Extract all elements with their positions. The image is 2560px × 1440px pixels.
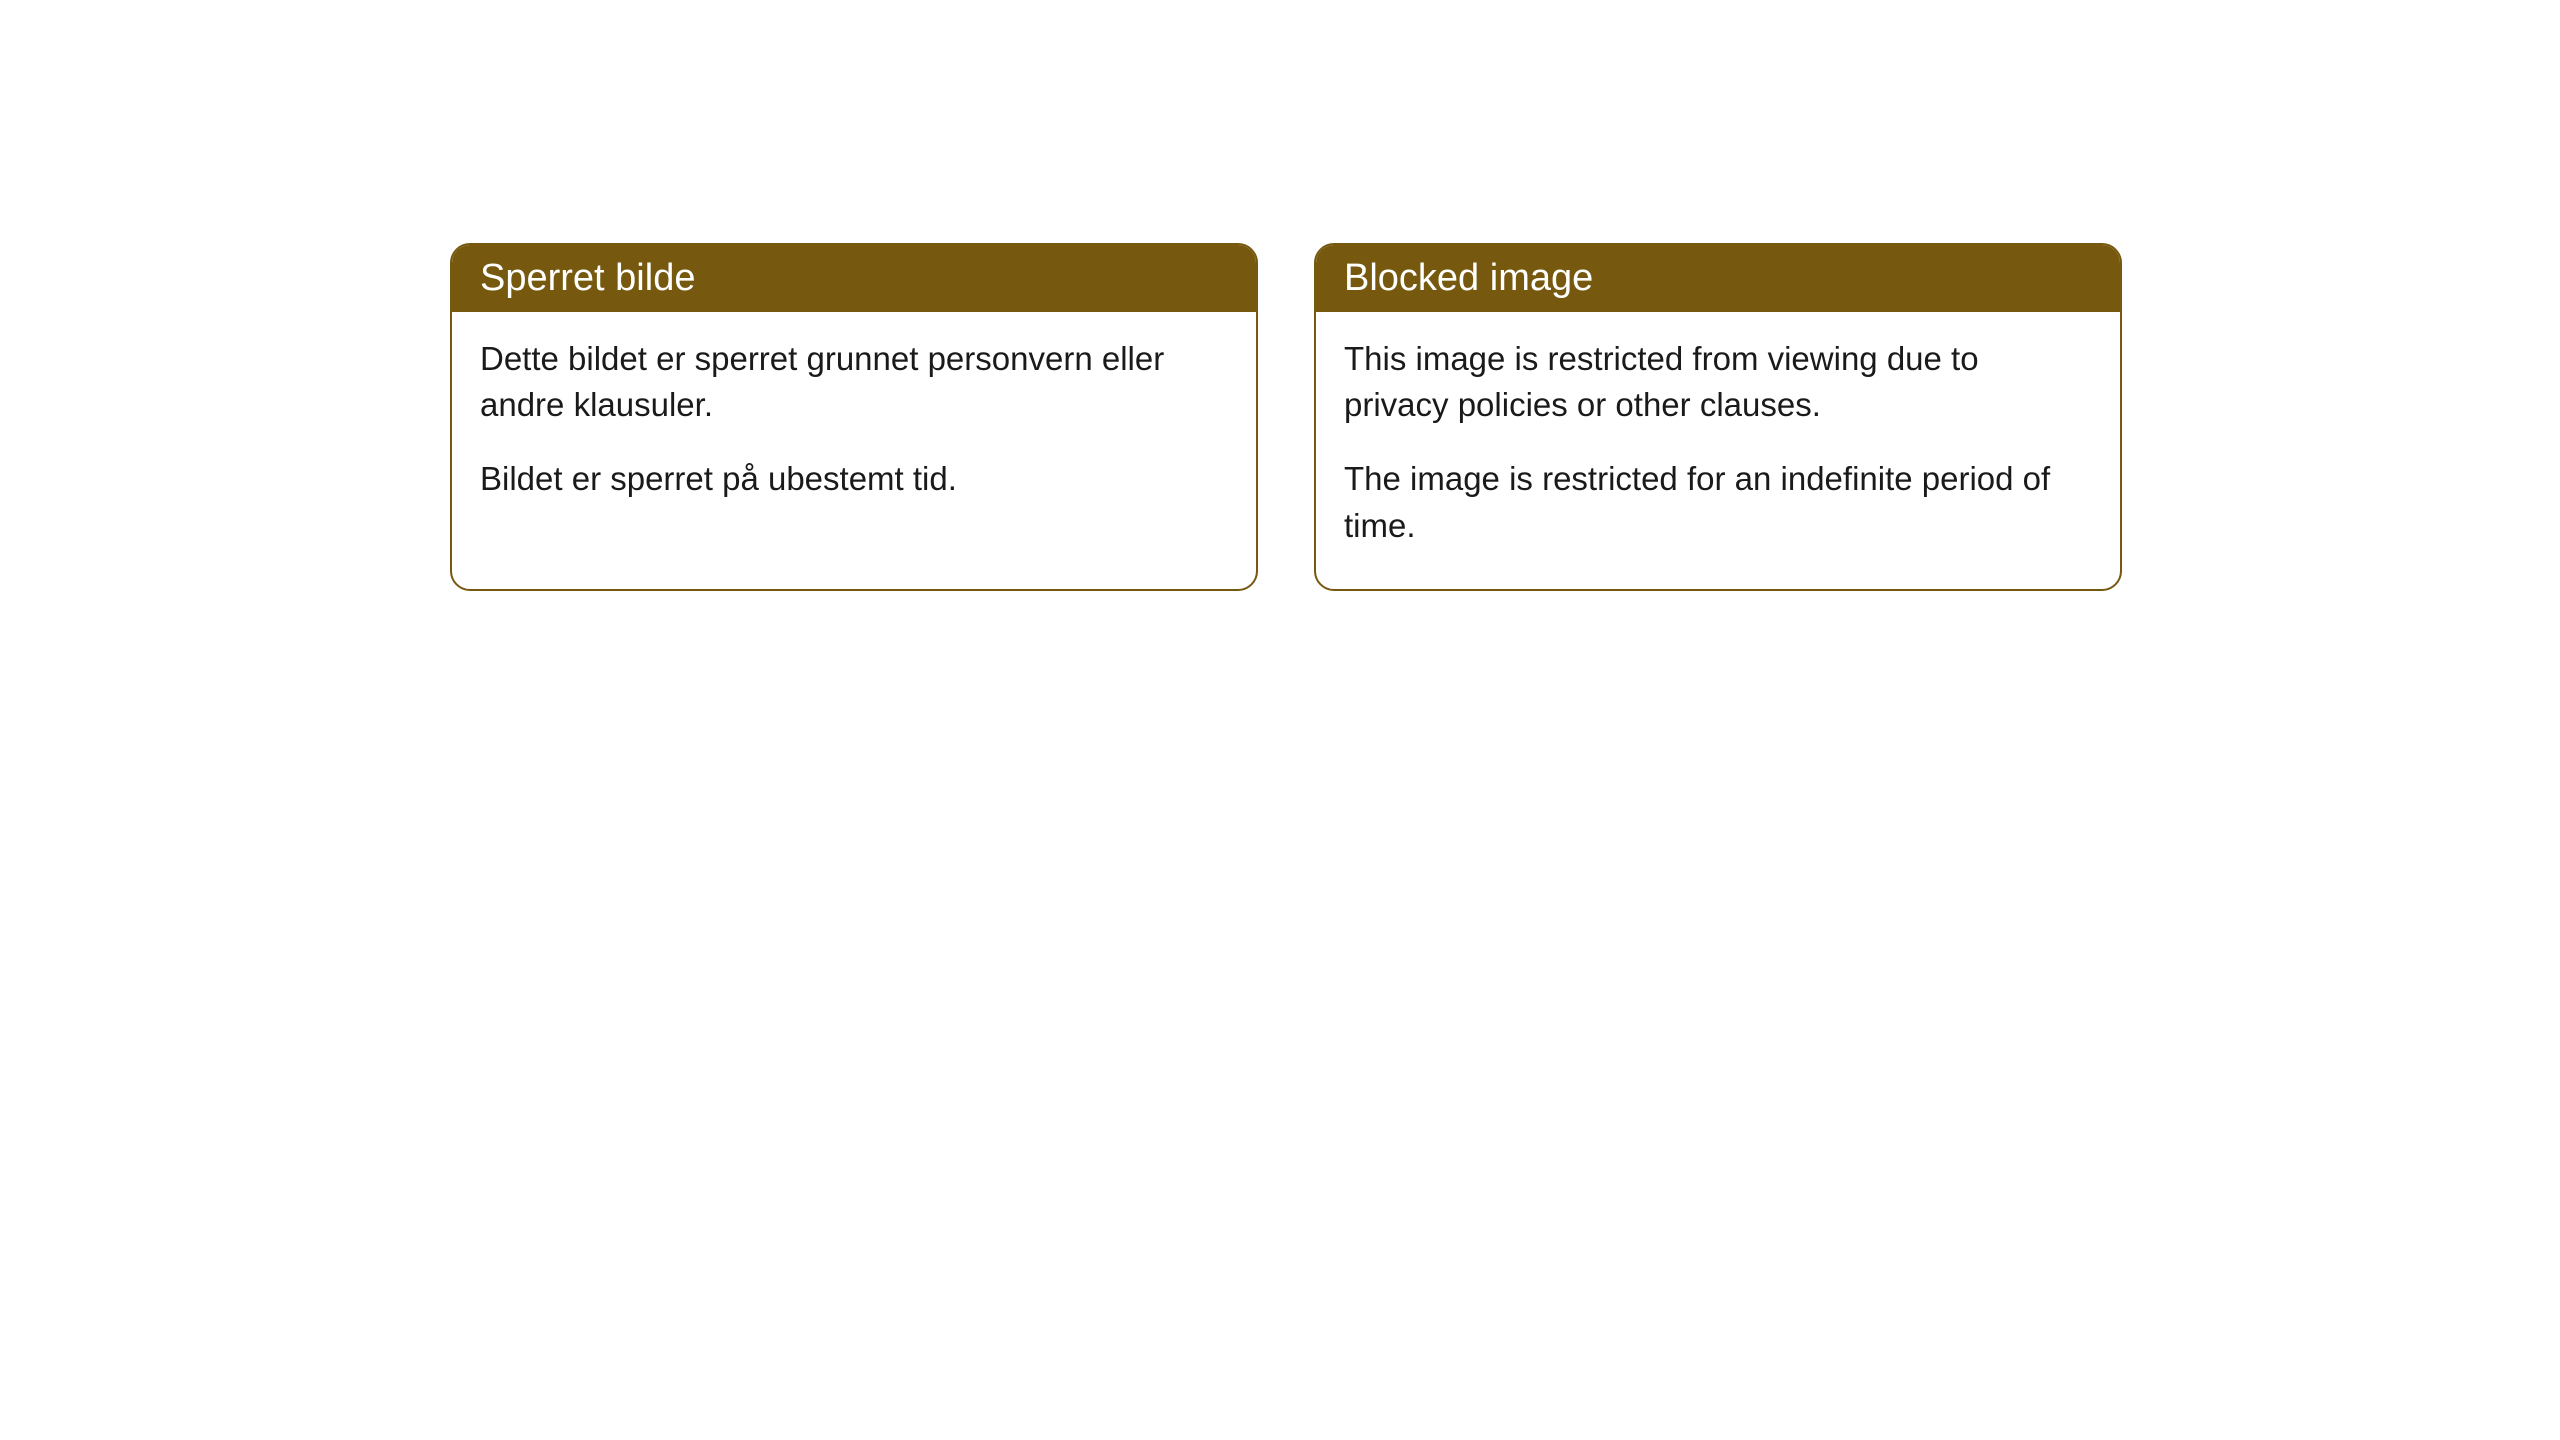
card-header: Sperret bilde — [452, 245, 1256, 312]
card-title: Sperret bilde — [480, 257, 695, 299]
card-paragraph-2: Bildet er sperret på ubestemt tid. — [480, 456, 1228, 502]
card-paragraph-2: The image is restricted for an indefinit… — [1344, 456, 2092, 548]
card-body: Dette bildet er sperret grunnet personve… — [452, 312, 1256, 543]
card-paragraph-1: This image is restricted from viewing du… — [1344, 336, 2092, 428]
blocked-image-card-english: Blocked image This image is restricted f… — [1314, 243, 2122, 591]
notice-cards-container: Sperret bilde Dette bildet er sperret gr… — [450, 243, 2122, 591]
card-header: Blocked image — [1316, 245, 2120, 312]
card-paragraph-1: Dette bildet er sperret grunnet personve… — [480, 336, 1228, 428]
card-title: Blocked image — [1344, 257, 1593, 299]
blocked-image-card-norwegian: Sperret bilde Dette bildet er sperret gr… — [450, 243, 1258, 591]
card-body: This image is restricted from viewing du… — [1316, 312, 2120, 589]
